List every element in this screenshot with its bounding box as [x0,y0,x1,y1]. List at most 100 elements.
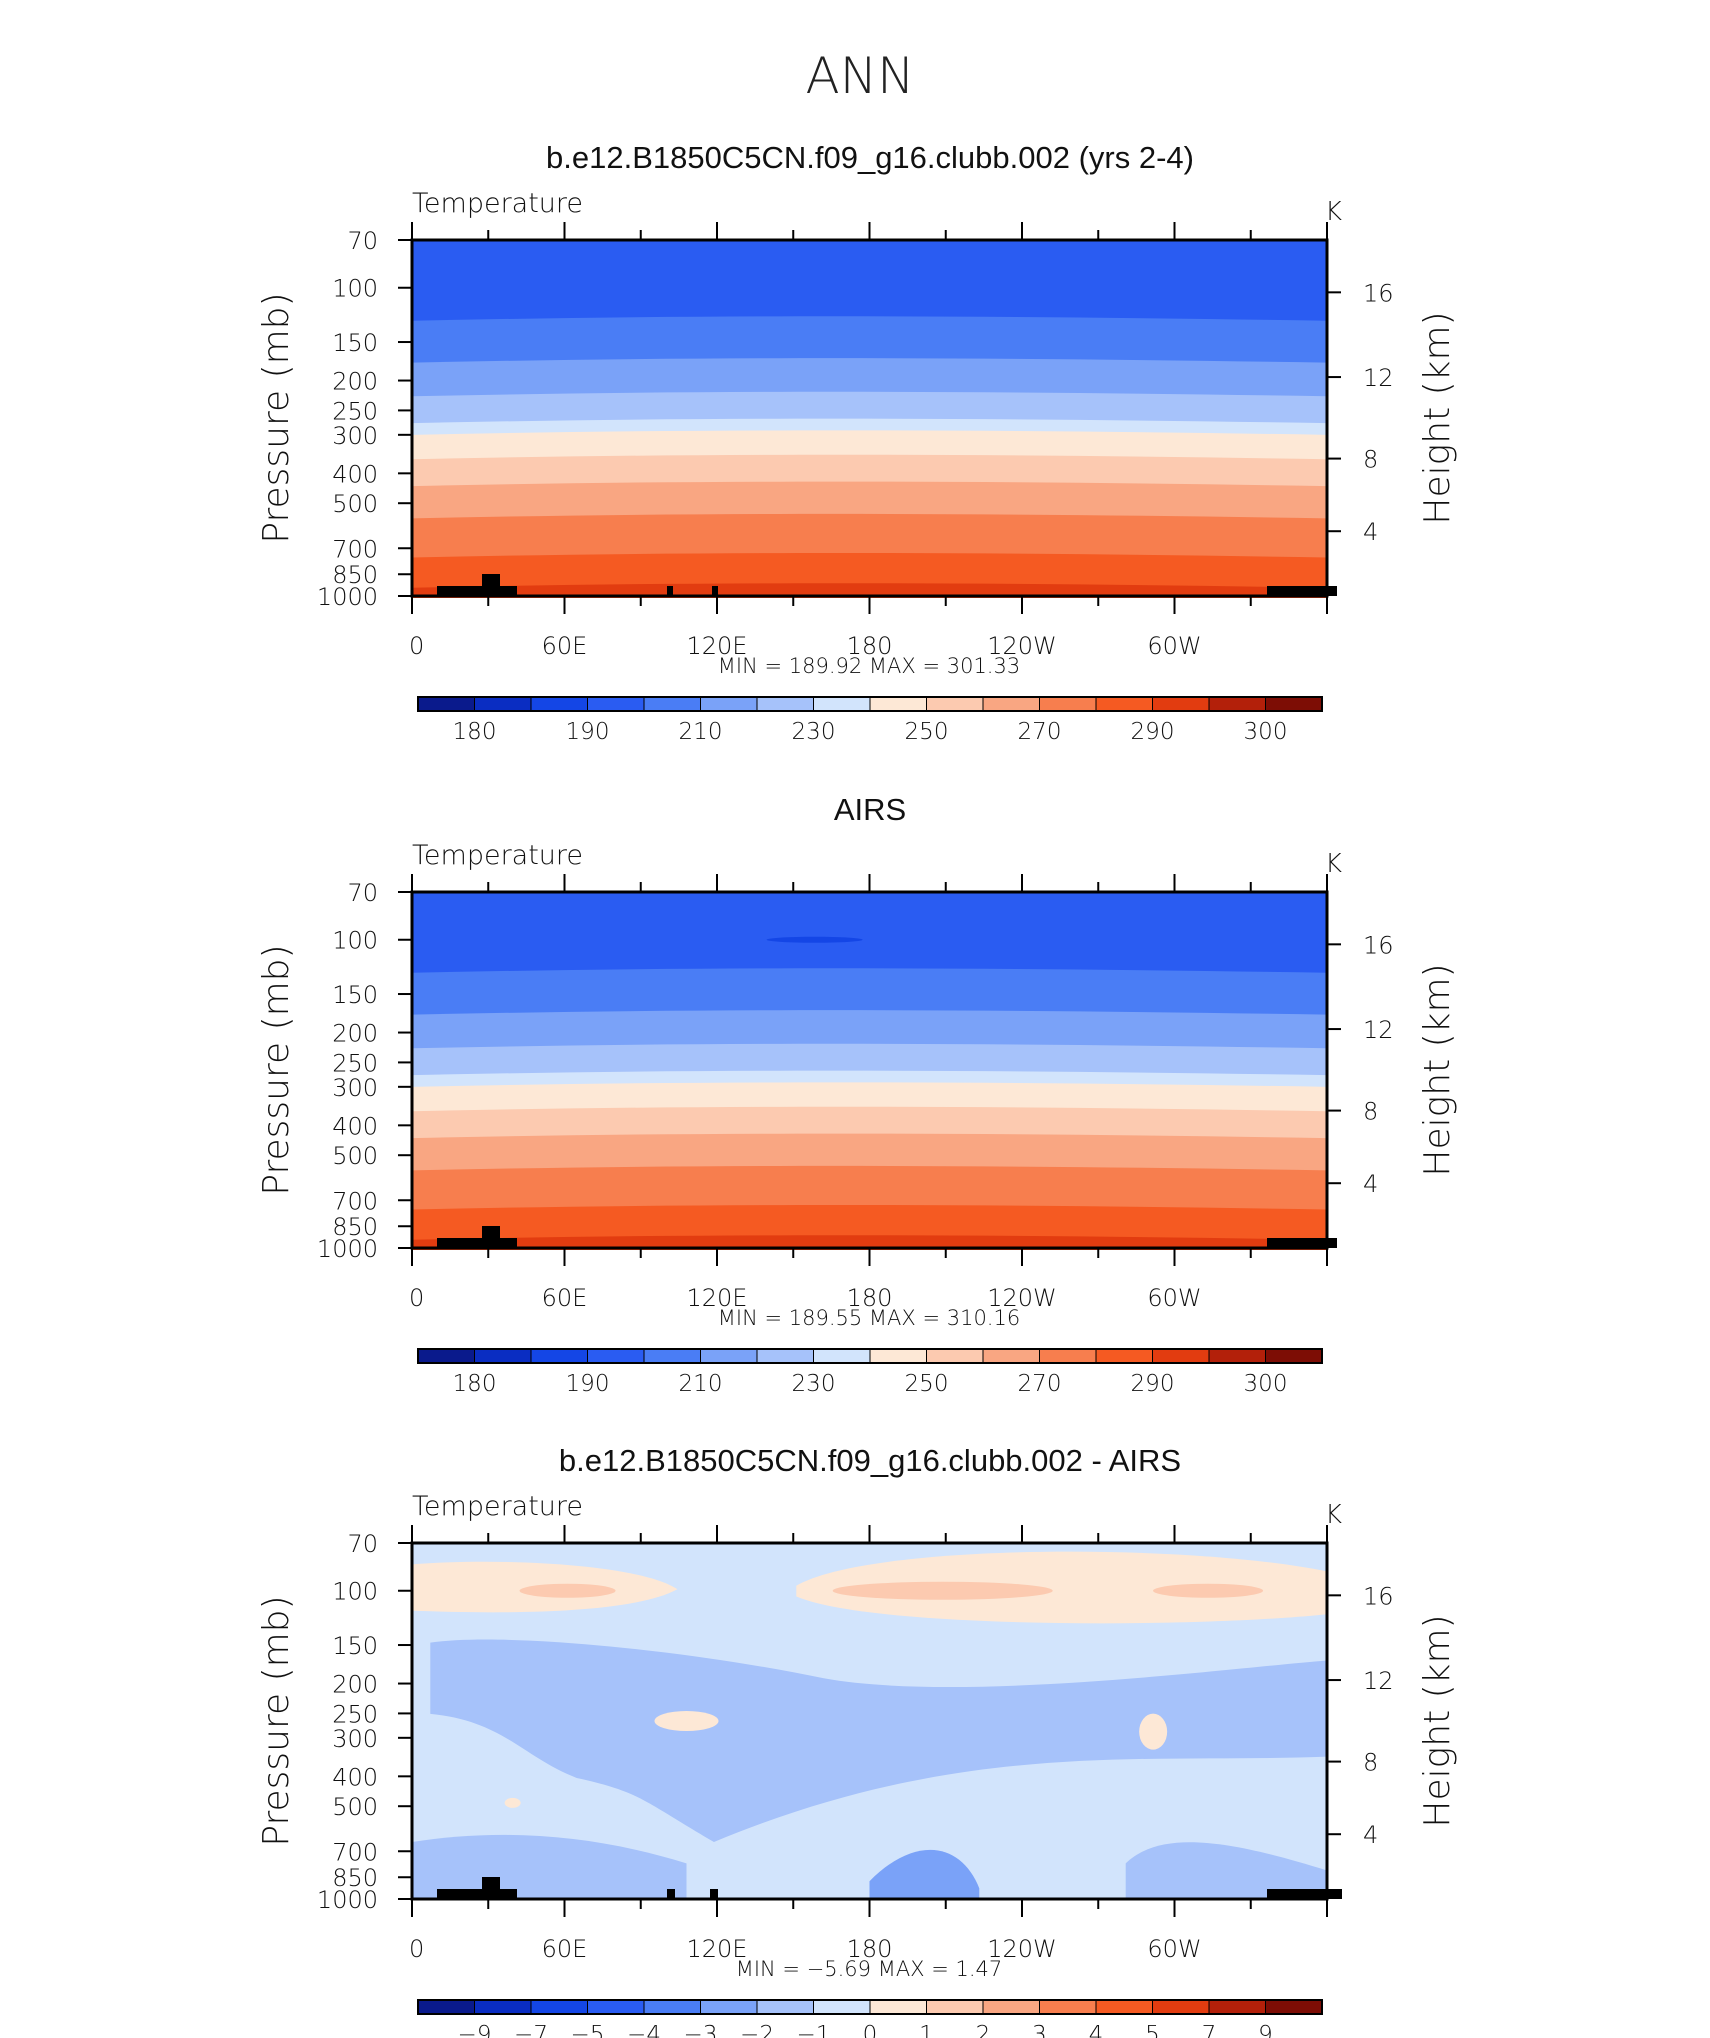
x-tick-label: 120E [687,1935,748,1963]
y-tick-label: 300 [332,422,378,450]
colorbar-label: −1 [797,2022,831,2038]
colorbar-label: 250 [905,1371,949,1397]
x-tick-label: 60E [542,1284,588,1312]
colorbar-label: 290 [1131,1371,1175,1397]
colorbar-label: −4 [627,2022,661,2038]
colorbar-swatch [813,1999,871,2015]
y-tick-label: 70 [347,1530,378,1558]
x-tick-label: 120W [987,1284,1057,1312]
x-tick-label: 180 [847,1935,893,1963]
topography-mask [712,586,718,596]
y2-axis-title: Height (km) [1417,963,1458,1176]
colorbar: 180 190 210 230 250 270 290 300 [417,1348,1323,1397]
contour-band [412,552,1327,590]
units-label: K [1325,849,1342,879]
colorbar-label: 270 [1018,719,1062,745]
y-tick-label: 500 [332,490,378,518]
contour-band [412,1082,1327,1114]
colorbar-label: 0 [863,2022,878,2038]
colorbar-swatch [756,1348,814,1364]
colorbar-swatch [926,696,984,712]
y-tick-label: 700 [332,1838,378,1866]
y2-axis-title: Height (km) [1417,1614,1458,1827]
contour-band [412,391,1327,426]
y2-tick-label: 4 [1363,518,1378,546]
y-tick-label: 70 [347,227,378,255]
colorbar-swatch [474,1348,532,1364]
colorbar-swatch [700,696,758,712]
colorbar-label: 180 [453,719,497,745]
y-tick-label: 200 [332,368,378,396]
x-tick-label: 180 [847,1284,893,1312]
colorbar-swatch [587,1348,645,1364]
y-tick-label: 700 [332,535,378,563]
colorbar-label: −7 [514,2022,548,2038]
contour-band [504,1797,521,1808]
x-tick-label: 0 [409,1935,424,1963]
y2-axis-title: Height (km) [1417,311,1458,524]
topography-mask [667,586,673,596]
colorbar-swatch [530,1999,588,2015]
variable-label: Temperature [412,1491,583,1522]
colorbar-swatch [1039,696,1097,712]
topography-mask [437,1238,517,1248]
contour-band [412,1043,1327,1078]
cold-core-contour [766,936,863,943]
colorbar-swatch [700,1348,758,1364]
colorbar-swatch [1208,1348,1266,1364]
colorbar-label: 230 [792,1371,836,1397]
colorbar: 180 190 210 230 250 270 290 300 [417,696,1323,745]
contour-band [430,1639,1327,1843]
y-tick-label: 400 [332,1112,378,1140]
chart-title: b.e12.B1850C5CN.f09_g16.clubb.002 (yrs 2… [546,140,1194,175]
y2-tick-label: 12 [1363,1016,1394,1044]
y-tick-label: 100 [332,275,378,303]
contour-band [412,240,1327,323]
chart-panel-1: b.e12.B1850C5CN.f09_g16.clubb.002 (yrs 2… [256,140,1458,745]
plot-area [412,1543,1342,1899]
y2-tick-label: 12 [1363,364,1394,392]
x-tick-label: 120W [987,1935,1057,1963]
chart-title: b.e12.B1850C5CN.f09_g16.clubb.002 - AIRS [559,1443,1181,1478]
contour-band [1125,1842,1327,1899]
colorbar-swatch [587,696,645,712]
colorbar-swatch [1095,696,1153,712]
x-tick-label: 180 [847,632,893,660]
colorbar-swatch [869,696,927,712]
y-tick-label: 300 [332,1074,378,1102]
variable-label: Temperature [412,188,583,219]
x-tick-label: 60W [1147,632,1201,660]
y2-tick-label: 4 [1363,1821,1378,1849]
topography-mask [710,1889,718,1899]
y-tick-label: 500 [332,1142,378,1170]
colorbar-swatch [926,1348,984,1364]
colorbar-swatch [982,696,1040,712]
topography-mask [1267,1238,1337,1248]
colorbar-swatch [926,1999,984,2015]
topography-mask [482,574,500,588]
colorbar-swatch [982,1348,1040,1364]
y-axis-title: Pressure (mb) [256,292,297,543]
colorbar-swatch [756,1999,814,2015]
y-tick-label: 200 [332,1020,378,1048]
y2-tick-label: 16 [1363,279,1394,307]
topography-mask [437,1889,517,1899]
y2-tick-label: 16 [1363,931,1394,959]
contour-band [412,1165,1327,1212]
contour-band [796,1551,1327,1624]
colorbar-swatch [643,1999,701,2015]
y2-tick-label: 8 [1363,446,1378,474]
contour-band [869,1849,980,1899]
colorbar-label: −2 [740,2022,774,2038]
colorbar-swatch [756,696,814,712]
colorbar-swatch [530,696,588,712]
contour-band [1139,1713,1168,1750]
topography-mask [1267,586,1337,596]
y-tick-label: 150 [332,329,378,357]
colorbar-label: 4 [1089,2022,1104,2038]
x-tick-label: 60E [542,1935,588,1963]
plot-area [412,892,1337,1250]
colorbar-label: 190 [566,719,610,745]
chart-title: AIRS [834,792,906,827]
